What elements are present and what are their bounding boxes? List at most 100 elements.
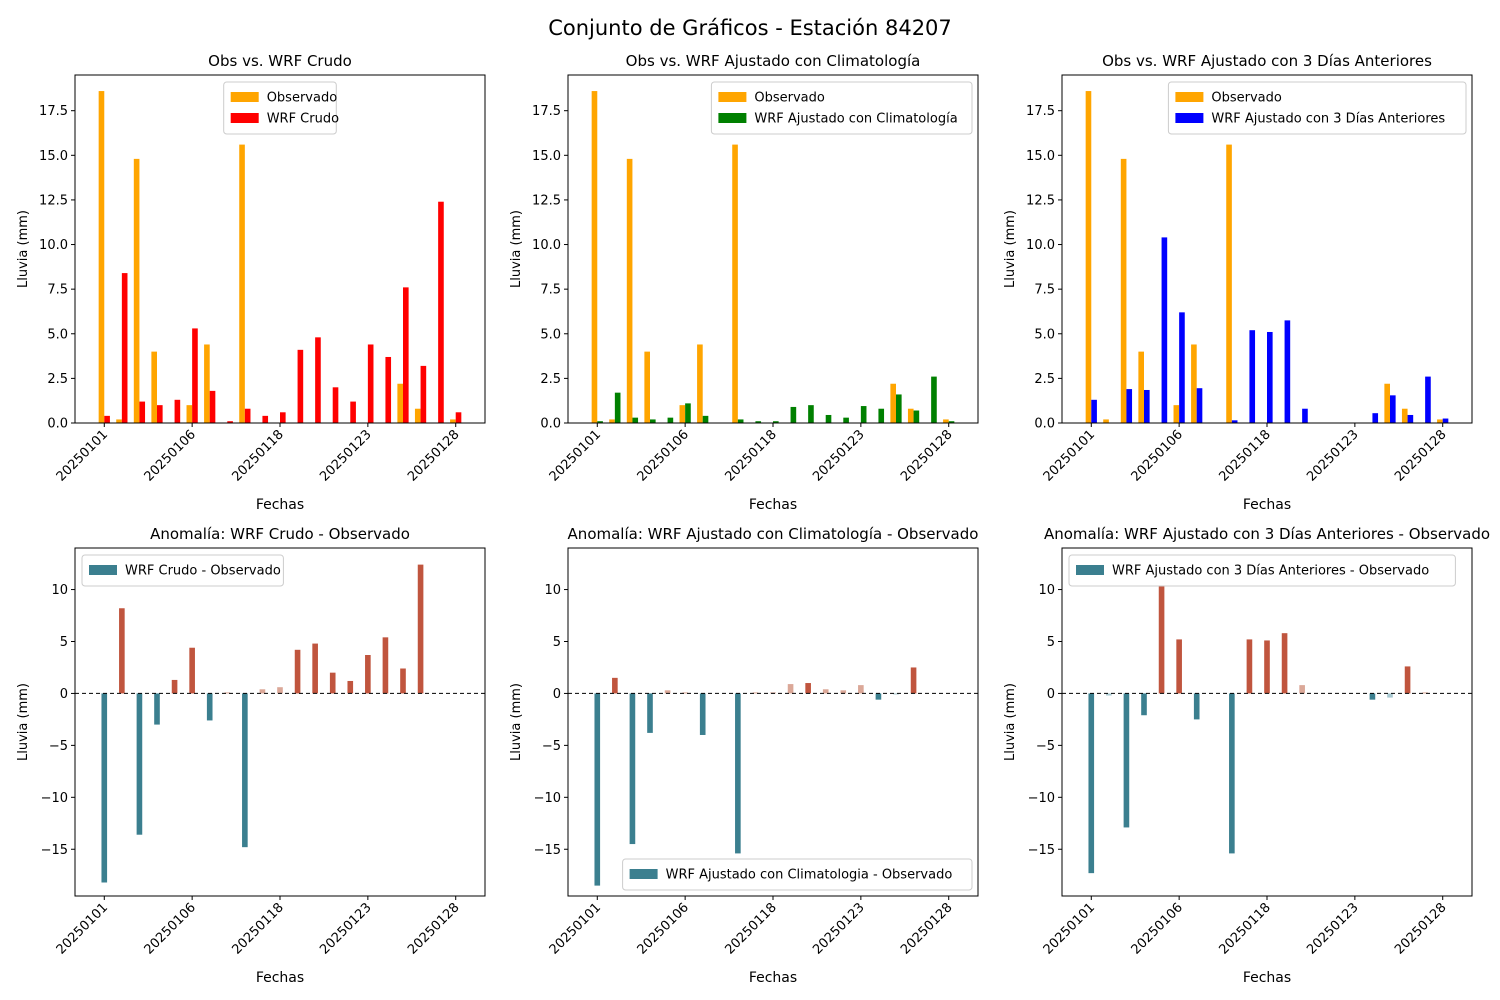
bar-wrf-8 [1231,420,1238,423]
bar-wrf-9 [1249,330,1256,423]
y-tick-label-5: 10 [544,583,561,598]
x-tick-label-3: 20250123 [317,900,374,957]
y-tick-label-4: 10.0 [1026,238,1055,253]
chart-title: Obs vs. WRF Crudo [208,52,352,70]
bar-wrf-11 [790,406,797,423]
legend-swatch-0 [718,92,747,102]
bar-anomalia-7 [224,692,231,694]
bar-anomalia-1 [119,608,125,694]
bar-anomalia-13 [822,689,829,694]
legend-box [710,81,973,135]
bar-wrf-0 [597,421,603,423]
bar-observado-20 [450,419,456,423]
x-tick-label-3: 20250123 [1304,900,1361,957]
bar-observado-18 [1401,408,1408,423]
bar-wrf-8 [737,419,744,423]
bar-wrf-20 [1442,418,1449,423]
bar-wrf-1 [614,392,621,423]
bar-anomalia-8 [735,693,741,854]
bars-group [1088,585,1428,874]
bar-wrf-15 [860,406,867,423]
x-tick-label-0: 20250101 [1041,427,1098,484]
bars-group [591,91,955,423]
y-axis-label: Lluvia (mm) [509,683,524,761]
bar-anomalia-18 [1404,666,1411,694]
legend-swatch-0 [1076,565,1104,575]
y-tick-label-4: 10.0 [532,238,561,253]
bar-observado-2 [1120,158,1127,423]
legend-swatch-1 [1175,113,1204,123]
bar-anomalia-17 [400,668,406,694]
bar-wrf-17 [1390,395,1396,423]
x-tick-label-1: 20250106 [142,900,199,957]
bar-observado-5 [1173,405,1180,423]
bar-observado-17 [890,383,896,423]
y-tick-label-3: 0 [553,687,561,702]
x-tick-label-0: 20250101 [54,427,111,484]
bars-group [594,667,917,886]
y-tick-label-0: −15 [41,843,68,858]
bar-anomalia-1 [612,677,618,694]
bar-anomalia-3 [154,693,160,725]
bar-anomalia-1 [1106,693,1112,696]
bar-wrf-19 [931,376,937,423]
bar-wrf-6 [1196,388,1203,423]
bar-anomalia-2 [629,693,636,845]
bar-wrf-14 [843,417,849,423]
bar-wrf-16 [1372,413,1379,423]
x-tick-label-2: 20250118 [722,427,779,484]
x-tick-label-0: 20250101 [547,427,604,484]
legend-label-0: WRF Ajustado con Climatologia - Observad… [666,868,953,883]
bar-anomalia-10 [770,692,776,694]
legend-label-0: Observado [267,91,338,106]
y-tick-label-3: 7.5 [47,283,68,298]
bar-observado-2 [626,158,633,423]
legend-swatch-1 [718,113,747,123]
bar-anomalia-16 [1369,693,1376,700]
bar-anomalia-16 [875,693,882,700]
bar-wrf-9 [755,421,762,423]
bar-anomalia-9 [259,689,266,694]
x-tick-label-4: 20250128 [405,427,462,484]
bar-observado-18 [414,408,421,423]
bar-wrf-2 [632,417,639,423]
x-tick-label-3: 20250123 [810,427,867,484]
y-tick-label-0: 0.0 [47,417,68,432]
x-axis-label: Fechas [749,497,797,513]
bar-wrf-0 [104,415,110,423]
x-tick-label-4: 20250128 [405,900,462,957]
y-tick-label-2: 5.0 [540,327,561,342]
legend-label-0: Observado [754,91,825,106]
x-tick-label-1: 20250106 [635,900,692,957]
y-tick-label-3: 7.5 [540,283,561,298]
legend: WRF Ajustado con 3 Días Anteriores - Obs… [1068,554,1456,587]
bar-wrf-5 [192,328,198,423]
x-tick-label-2: 20250118 [229,427,286,484]
bar-observado-0 [1085,91,1092,423]
bar-observado-3 [1138,351,1144,423]
bar-observado-1 [116,419,122,423]
y-tick-label-2: 5.0 [1034,327,1055,342]
bar-wrf-6 [702,415,709,423]
axes-frame [1061,547,1473,897]
bar-anomalia-12 [805,683,811,694]
bar-anomalia-4 [664,690,671,694]
y-tick-label-7: 17.5 [39,104,68,119]
x-tick-label-0: 20250101 [547,900,604,957]
x-tick-label-2: 20250118 [1216,900,1273,957]
legend: Observado WRF Crudo [223,81,339,135]
legend-label-0: Observado [1211,91,1282,106]
bar-wrf-16 [878,408,885,423]
x-tick-label-2: 20250118 [229,900,286,957]
y-tick-label-4: 5 [60,635,68,650]
bar-observado-6 [697,344,703,423]
x-axis-label: Fechas [256,970,304,986]
legend-box [81,554,284,587]
bar-wrf-7 [227,421,233,423]
bar-anomalia-8 [242,693,248,848]
bar-wrf-0 [1091,399,1097,423]
x-tick-label-3: 20250123 [1304,427,1361,484]
bar-observado-8 [239,144,245,423]
y-axis-label: Lluvia (mm) [1003,683,1018,761]
